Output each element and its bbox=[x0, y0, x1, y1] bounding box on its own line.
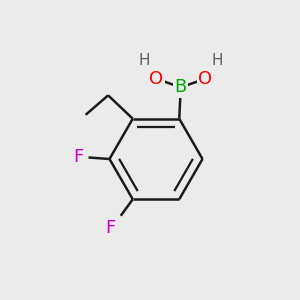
Text: O: O bbox=[149, 70, 163, 88]
Text: F: F bbox=[105, 219, 116, 237]
Text: F: F bbox=[73, 148, 83, 166]
Text: H: H bbox=[138, 53, 150, 68]
Text: H: H bbox=[212, 53, 223, 68]
Text: B: B bbox=[175, 78, 187, 96]
Text: O: O bbox=[198, 70, 212, 88]
